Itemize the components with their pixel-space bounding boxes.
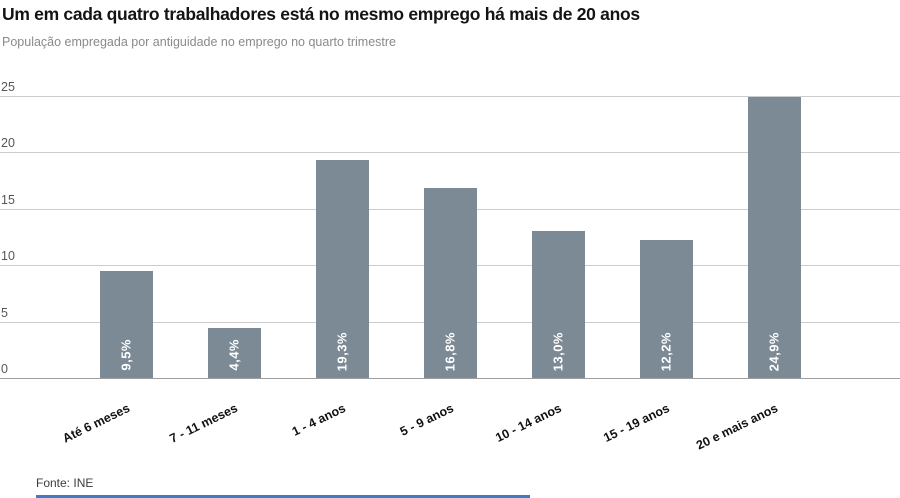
x-category-label: 20 e mais anos <box>694 401 781 453</box>
bar-value-label: 4,4% <box>226 339 242 371</box>
bar: 16,8% <box>423 188 477 378</box>
gridline-25 <box>0 96 900 97</box>
y-tick-label: 10 <box>1 249 15 264</box>
x-category-label: Até 6 meses <box>60 401 133 446</box>
bar-value-label: 12,2% <box>658 331 674 371</box>
bar-value-label: 13,0% <box>550 331 566 371</box>
y-tick-label: 0 <box>1 362 8 376</box>
y-tick-label: 20 <box>1 136 15 151</box>
bar-value-label: 19,3% <box>334 331 350 371</box>
y-tick-label: 15 <box>1 192 15 207</box>
bar: 12,2% <box>639 240 693 378</box>
source-note: Fonte: INE <box>36 476 94 490</box>
gridline-0 <box>0 378 900 379</box>
chart-subtitle: População empregada por antiguidade no e… <box>2 35 397 49</box>
bar: 13,0% <box>531 231 585 378</box>
x-category-label: 5 - 9 anos <box>398 401 457 439</box>
x-category-label: 15 - 19 anos <box>601 401 673 445</box>
bar-value-label: 9,5% <box>118 339 134 371</box>
bar: 19,3% <box>315 160 369 378</box>
x-category-label: 7 - 11 meses <box>167 401 241 446</box>
gridline-20 <box>0 152 900 154</box>
bar: 24,9% <box>747 97 801 378</box>
y-tick-label: 25 <box>1 80 15 94</box>
bar-value-label: 24,9% <box>766 331 782 371</box>
bottom-accent-line <box>36 495 530 498</box>
x-category-label: 10 - 14 anos <box>493 401 565 445</box>
y-tick-label: 5 <box>1 305 8 320</box>
bar-value-label: 16,8% <box>442 331 458 371</box>
chart-title: Um em cada quatro trabalhadores está no … <box>2 4 640 24</box>
x-category-label: 1 - 4 anos <box>290 401 349 439</box>
bar: 4,4% <box>207 328 261 378</box>
bar: 9,5% <box>99 270 153 378</box>
